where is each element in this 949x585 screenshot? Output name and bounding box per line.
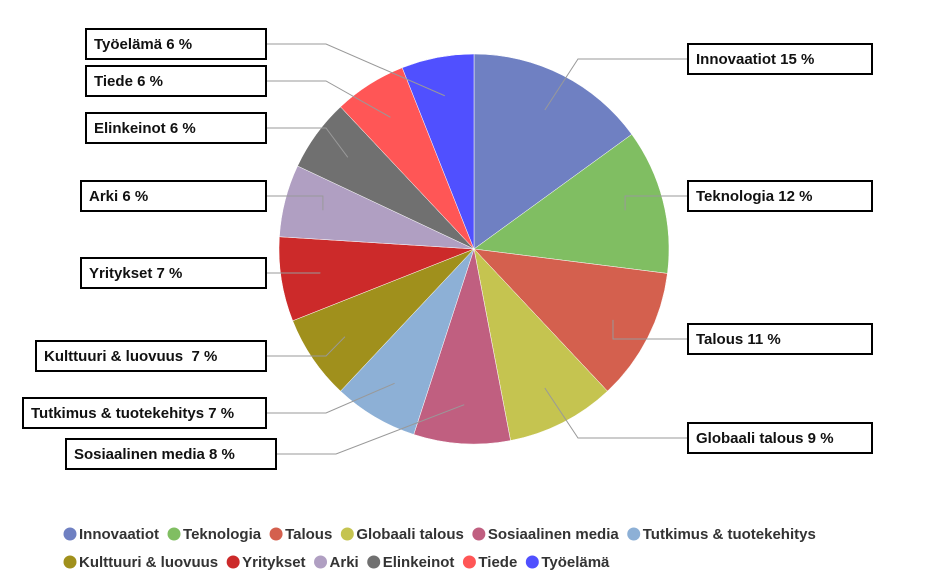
data-label: Kulttuuri & luovuus 7 % bbox=[44, 348, 217, 365]
legend-swatch bbox=[226, 555, 240, 569]
data-label: Työelämä 6 % bbox=[94, 36, 192, 53]
legend-swatch bbox=[340, 527, 354, 541]
legend-label: Arki bbox=[330, 554, 359, 571]
label-box bbox=[687, 43, 873, 75]
legend-label: Yritykset bbox=[242, 554, 305, 571]
leader-line bbox=[544, 387, 688, 439]
label-box bbox=[65, 438, 277, 470]
data-label: Talous 11 % bbox=[696, 331, 781, 348]
legend-label: Elinkeinot bbox=[383, 554, 455, 571]
leader-line bbox=[266, 382, 395, 414]
data-label: Globaali talous 9 % bbox=[696, 430, 834, 447]
leader-line bbox=[544, 58, 688, 111]
leader-line bbox=[624, 195, 688, 211]
leader-line bbox=[266, 336, 346, 357]
label-box bbox=[80, 257, 267, 289]
legend-swatch bbox=[367, 555, 381, 569]
legend-label: Kulttuuri & luovuus bbox=[79, 554, 218, 571]
label-box bbox=[22, 397, 267, 429]
data-label: Tutkimus & tuotekehitys 7 % bbox=[31, 405, 234, 422]
legend-label: Talous bbox=[285, 526, 332, 543]
leader-line bbox=[612, 319, 688, 340]
legend-label: Teknologia bbox=[183, 526, 262, 543]
label-box bbox=[35, 340, 267, 372]
leader-line bbox=[266, 43, 445, 97]
data-label: Arki 6 % bbox=[89, 188, 148, 205]
legend-swatch bbox=[63, 527, 77, 541]
legend-swatch bbox=[167, 527, 181, 541]
leader-line bbox=[266, 195, 324, 211]
leader-line bbox=[266, 80, 391, 118]
legend-swatch bbox=[525, 555, 539, 569]
legend-label: Tiede bbox=[478, 554, 517, 571]
pie-slice bbox=[473, 248, 608, 441]
label-box bbox=[687, 180, 873, 212]
legend-swatch bbox=[627, 527, 641, 541]
legend-label: Innovaatiot bbox=[79, 526, 159, 543]
label-box bbox=[687, 323, 873, 355]
data-label: Tiede 6 % bbox=[94, 73, 163, 90]
pie-slice bbox=[473, 248, 668, 392]
legend-swatch bbox=[269, 527, 283, 541]
legend-swatch bbox=[472, 527, 486, 541]
legend-label: Tutkimus & tuotekehitys bbox=[643, 526, 816, 543]
leader-line bbox=[276, 404, 465, 455]
data-label: Yritykset 7 % bbox=[89, 265, 182, 282]
data-label: Elinkeinot 6 % bbox=[94, 120, 196, 137]
legend-label: Sosiaalinen media bbox=[488, 526, 620, 543]
leader-line bbox=[266, 127, 349, 158]
data-label: Innovaatiot 15 % bbox=[696, 51, 814, 68]
label-box bbox=[80, 180, 267, 212]
legend-swatch bbox=[314, 555, 328, 569]
label-box bbox=[687, 422, 873, 454]
pie-slice bbox=[473, 134, 670, 274]
label-box bbox=[85, 112, 267, 144]
data-label: Teknologia 12 % bbox=[696, 188, 812, 205]
legend-label: Työelämä bbox=[541, 554, 610, 571]
data-label: Sosiaalinen media 8 % bbox=[74, 446, 235, 463]
pie-slice bbox=[413, 248, 511, 445]
pie-slice bbox=[473, 53, 633, 250]
pie-slice bbox=[401, 53, 475, 250]
legend-swatch bbox=[63, 555, 77, 569]
label-box bbox=[85, 65, 267, 97]
legend-label: Globaali talous bbox=[356, 526, 464, 543]
label-box bbox=[85, 28, 267, 60]
legend-swatch bbox=[462, 555, 476, 569]
